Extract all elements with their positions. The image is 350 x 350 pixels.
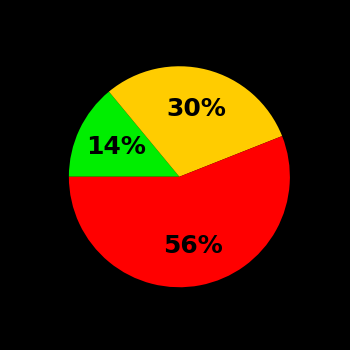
Wedge shape [69,92,179,177]
Text: 30%: 30% [167,97,227,121]
Wedge shape [69,136,290,287]
Text: 14%: 14% [86,135,146,159]
Text: 56%: 56% [163,233,222,258]
Wedge shape [109,66,282,177]
